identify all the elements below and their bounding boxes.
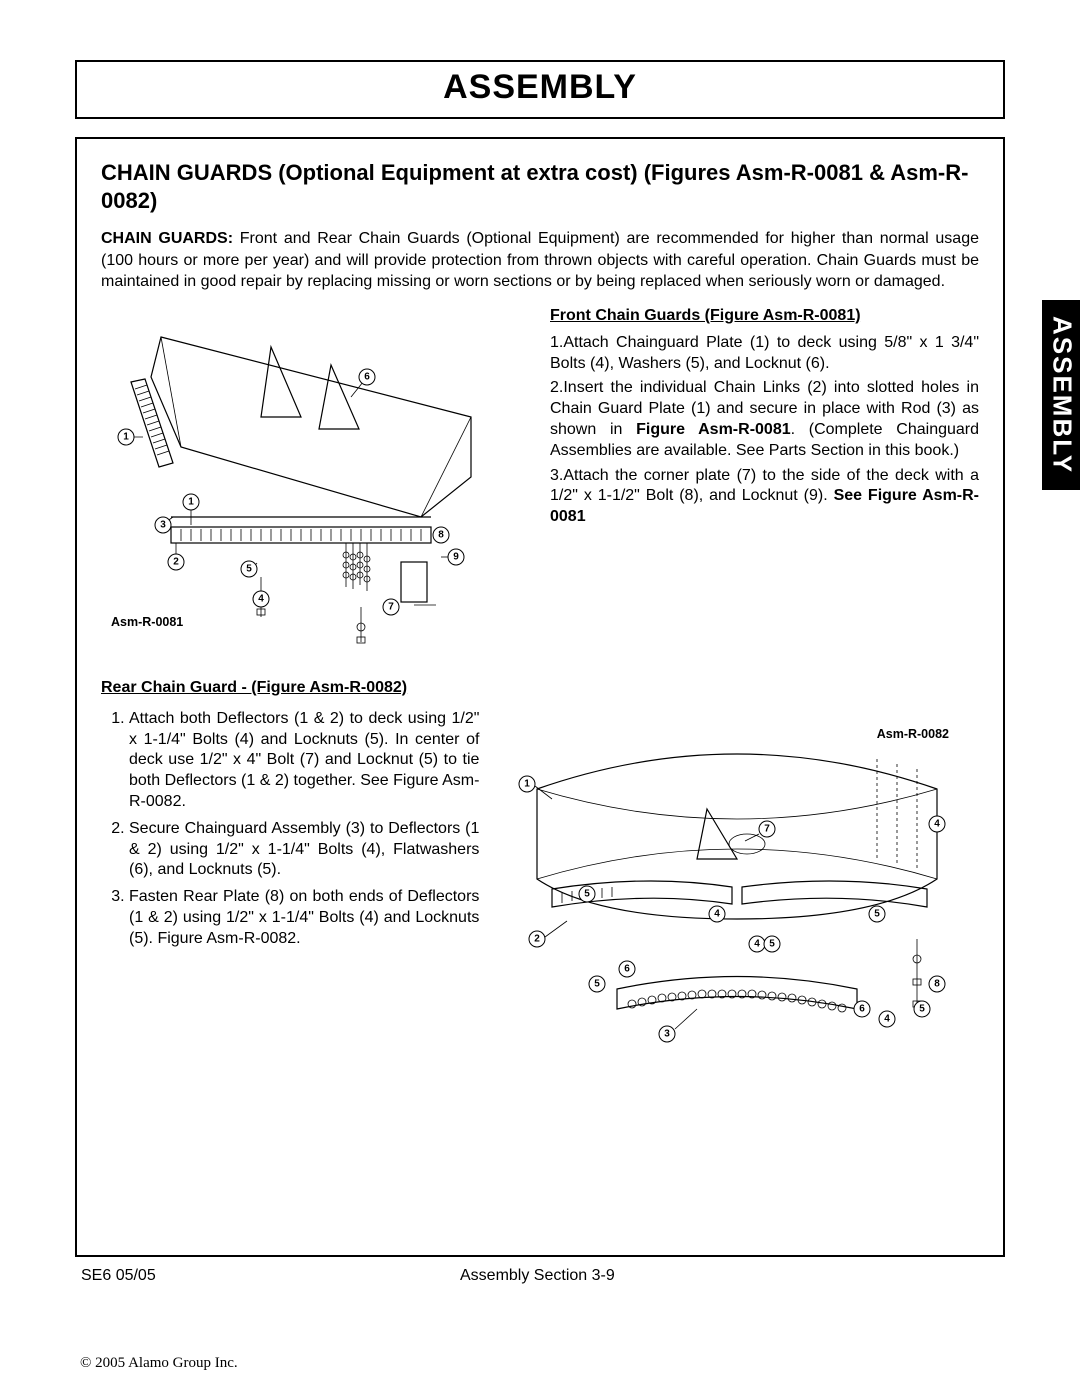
svg-text:9: 9 [453, 551, 459, 562]
side-tab: ASSEMBLY [1042, 300, 1080, 490]
svg-text:6: 6 [364, 371, 370, 382]
svg-text:3: 3 [160, 519, 166, 530]
rear-diagram-label: Asm-R-0082 [877, 727, 949, 741]
front-diagram: 1 1 2 3 4 5 6 7 8 9 Asm-R-0081 [101, 307, 481, 657]
svg-text:4: 4 [755, 938, 761, 949]
svg-text:5: 5 [246, 563, 252, 574]
svg-text:8: 8 [935, 978, 941, 989]
content-frame: CHAIN GUARDS (Optional Equipment at extr… [75, 137, 1005, 1257]
page-title: ASSEMBLY [443, 68, 637, 106]
svg-text:6: 6 [625, 963, 631, 974]
rear-list: Attach both Deflectors (1 & 2) to deck u… [101, 709, 479, 950]
svg-text:1: 1 [188, 496, 194, 507]
footer: SE6 05/05 Assembly Section 3-9 [75, 1267, 1005, 1285]
svg-text:5: 5 [585, 888, 591, 899]
intro-body: Front and Rear Chain Guards (Optional Eq… [101, 230, 979, 290]
copyright: © 2005 Alamo Group Inc. [80, 1355, 238, 1372]
svg-text:1: 1 [525, 778, 531, 789]
svg-text:4: 4 [885, 1013, 891, 1024]
front-diagram-label: Asm-R-0081 [111, 615, 183, 629]
section-heading: CHAIN GUARDS (Optional Equipment at extr… [101, 159, 979, 214]
front-diagram-col: 1 1 2 3 4 5 6 7 8 9 Asm-R-0081 [101, 307, 530, 657]
front-section: 1 1 2 3 4 5 6 7 8 9 Asm-R-0081 [101, 307, 979, 657]
svg-text:7: 7 [765, 823, 771, 834]
front-diagram-svg: 1 1 2 3 4 5 6 7 8 9 [101, 307, 481, 657]
svg-text:2: 2 [535, 933, 541, 944]
svg-text:7: 7 [388, 601, 394, 612]
front-text-col: Front Chain Guards (Figure Asm-R-0081) 1… [550, 307, 979, 657]
svg-text:6: 6 [860, 1003, 866, 1014]
svg-text:4: 4 [935, 818, 941, 829]
page-frame: ASSEMBLY CHAIN GUARDS (Optional Equipmen… [75, 60, 1005, 1290]
intro-paragraph: CHAIN GUARDS: Front and Rear Chain Guard… [101, 228, 979, 293]
svg-text:4: 4 [258, 593, 264, 604]
rear-item-3: Fasten Rear Plate (8) on both ends of De… [129, 887, 479, 949]
svg-text:1: 1 [123, 431, 129, 442]
rear-diagram: 1 2 3 4 4 4 5 5 5 5 5 6 6 [497, 709, 979, 1059]
front-step-2: 2.Insert the individual Chain Links (2) … [550, 378, 979, 461]
svg-text:5: 5 [595, 978, 601, 989]
front-step-1: 1.Attach Chainguard Plate (1) to deck us… [550, 333, 979, 375]
rear-text-col: Attach both Deflectors (1 & 2) to deck u… [101, 709, 479, 1059]
page-title-box: ASSEMBLY [75, 60, 1005, 119]
svg-text:5: 5 [875, 908, 881, 919]
front-callouts: 1 1 2 3 4 5 6 7 8 9 [118, 369, 464, 615]
intro-lead: CHAIN GUARDS: [101, 230, 233, 247]
rear-diagram-svg: 1 2 3 4 4 4 5 5 5 5 5 6 6 [497, 709, 977, 1059]
svg-text:5: 5 [920, 1003, 926, 1014]
svg-text:8: 8 [438, 529, 444, 540]
svg-text:2: 2 [173, 556, 179, 567]
rear-item-1: Attach both Deflectors (1 & 2) to deck u… [129, 709, 479, 813]
front-heading: Front Chain Guards (Figure Asm-R-0081) [550, 307, 979, 325]
svg-text:5: 5 [770, 938, 776, 949]
rear-heading: Rear Chain Guard - (Figure Asm-R-0082) [101, 679, 979, 697]
svg-text:4: 4 [715, 908, 721, 919]
footer-center: Assembly Section 3-9 [460, 1267, 615, 1285]
footer-left: SE6 05/05 [81, 1267, 156, 1285]
rear-callouts: 1 2 3 4 4 4 5 5 5 5 5 6 6 [519, 776, 945, 1042]
svg-text:3: 3 [665, 1028, 671, 1039]
rear-item-2: Secure Chainguard Assembly (3) to Deflec… [129, 819, 479, 881]
rear-section: Rear Chain Guard - (Figure Asm-R-0082) A… [101, 679, 979, 1059]
front-step-3: 3.Attach the corner plate (7) to the sid… [550, 466, 979, 528]
